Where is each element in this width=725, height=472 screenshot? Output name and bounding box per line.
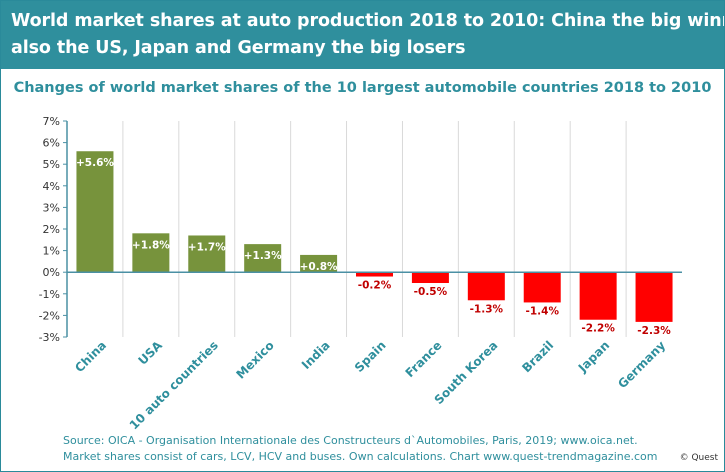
x-tick-label: Japan (575, 338, 612, 375)
bar (579, 272, 617, 320)
y-tick-label: -3% (39, 331, 60, 344)
x-tick-label: Germany (615, 338, 668, 391)
data-label: -1.3% (470, 303, 504, 315)
bar (76, 151, 114, 273)
method-note: Market shares consist of cars, LCV, HCV … (63, 450, 658, 463)
data-label: +1.8% (132, 239, 170, 251)
y-tick-label: 6% (43, 137, 60, 150)
y-tick-label: -1% (39, 288, 60, 301)
y-tick-label: 1% (43, 245, 60, 258)
y-tick-label: 3% (43, 201, 60, 214)
bar (132, 233, 170, 273)
x-tick-label: Mexico (233, 338, 276, 381)
data-label: +1.7% (188, 241, 226, 253)
bar (244, 244, 282, 273)
y-tick-label: 2% (43, 223, 60, 236)
bar (467, 272, 505, 301)
x-tick-label: Brazil (519, 338, 556, 375)
y-tick-label: -2% (39, 309, 60, 322)
bar-chart: 7% 6% 5% 4% 3% 2% 1% 0% -1% -2% -3% +5.6% +1.8% +1.7%… (39, 115, 682, 432)
x-tick-label: USA (136, 338, 166, 368)
data-label: +5.6% (76, 157, 114, 169)
data-label: -0.5% (414, 286, 448, 298)
data-label: -2.2% (581, 323, 615, 335)
bar (300, 254, 338, 273)
bar (411, 272, 449, 283)
y-tick-label: 0% (43, 266, 60, 279)
bar (188, 235, 226, 273)
x-tick-label: Spain (352, 338, 389, 375)
bar (356, 272, 393, 277)
y-tick-label: 5% (43, 158, 60, 171)
header-title-line-1: World market shares at auto production 2… (11, 11, 725, 31)
data-label: -0.2% (358, 280, 392, 292)
copyright-note: © Quest (679, 453, 718, 463)
y-tick-label: 7% (43, 115, 60, 128)
bar (523, 272, 561, 303)
source-note: Source: OICA - Organisation Internationa… (63, 434, 638, 447)
header-banner: World market shares at auto production 2… (1, 1, 724, 69)
chart-subtitle: Changes of world market shares of the 10… (13, 80, 712, 96)
data-label: -1.4% (525, 305, 559, 317)
bar (635, 272, 673, 322)
data-label: +0.8% (300, 261, 338, 273)
x-tick-label: France (403, 338, 445, 380)
x-tick-label: China (72, 338, 109, 375)
y-tick-label: 4% (43, 180, 60, 193)
header-title-line-2: also the US, Japan and Germany the big l… (11, 38, 466, 58)
data-label: -2.3% (637, 325, 671, 337)
x-tick-label: India (299, 338, 333, 372)
data-label: +1.3% (244, 250, 282, 262)
